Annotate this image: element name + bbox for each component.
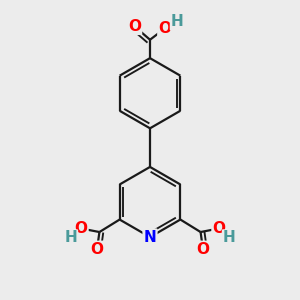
Text: O: O — [212, 221, 226, 236]
Text: O: O — [74, 221, 88, 236]
Text: H: H — [223, 230, 236, 245]
Text: N: N — [144, 230, 156, 244]
Text: O: O — [128, 19, 141, 34]
Text: O: O — [91, 242, 103, 257]
Text: H: H — [171, 14, 184, 29]
Text: O: O — [196, 242, 209, 257]
Text: O: O — [158, 21, 171, 36]
Text: H: H — [64, 230, 77, 245]
